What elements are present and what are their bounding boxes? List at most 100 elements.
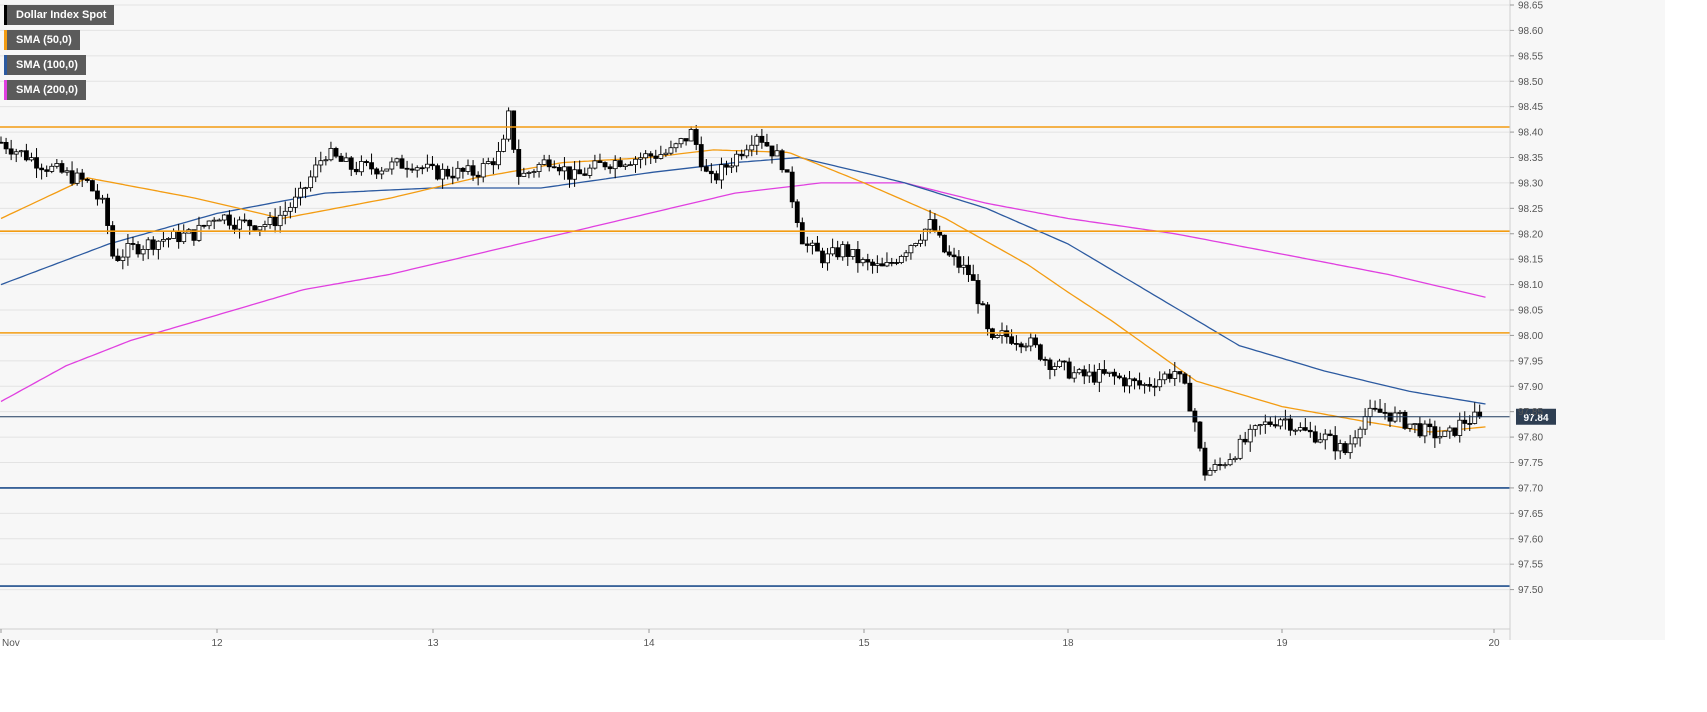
candle bbox=[1472, 402, 1478, 425]
candle bbox=[1086, 363, 1092, 383]
candle bbox=[835, 240, 841, 260]
candle bbox=[1222, 462, 1228, 469]
candle bbox=[1212, 459, 1218, 473]
plot-background bbox=[0, 0, 1665, 640]
legend-swatch-sma-100 bbox=[4, 55, 7, 75]
legend-label-sma-100: SMA (100,0) bbox=[16, 59, 78, 71]
y-tick-label: 97.65 bbox=[1518, 509, 1543, 520]
candle bbox=[1342, 441, 1348, 455]
candle bbox=[1412, 423, 1418, 434]
candle bbox=[1009, 329, 1014, 346]
candle bbox=[1172, 361, 1178, 386]
candle bbox=[1052, 362, 1058, 377]
candle bbox=[191, 229, 197, 246]
legend-label-sma-200: SMA (200,0) bbox=[16, 84, 78, 96]
candle bbox=[784, 169, 790, 173]
candle bbox=[1247, 424, 1253, 452]
candle bbox=[541, 154, 547, 166]
candle bbox=[424, 154, 430, 172]
candle bbox=[490, 157, 496, 175]
candle bbox=[181, 224, 187, 244]
candle bbox=[1377, 399, 1383, 413]
candle bbox=[89, 179, 95, 192]
candle bbox=[865, 253, 871, 271]
candle bbox=[894, 258, 899, 266]
y-tick-label: 98.10 bbox=[1518, 280, 1543, 291]
candle bbox=[668, 140, 674, 156]
y-tick-label: 98.65 bbox=[1518, 1, 1543, 12]
candle bbox=[1447, 425, 1453, 439]
candle bbox=[262, 220, 268, 233]
candle bbox=[804, 236, 810, 253]
candle bbox=[84, 177, 90, 183]
candle bbox=[455, 161, 461, 181]
candle bbox=[1004, 325, 1010, 344]
candle bbox=[956, 250, 962, 274]
x-tick-label: 15 bbox=[858, 638, 870, 649]
candle bbox=[633, 156, 638, 173]
candle bbox=[1207, 467, 1213, 476]
x-tick-label: 12 bbox=[211, 638, 223, 649]
y-tick-label: 98.30 bbox=[1518, 178, 1543, 189]
candle bbox=[389, 157, 395, 175]
candle bbox=[516, 139, 522, 185]
candle bbox=[1417, 416, 1423, 439]
candle bbox=[898, 254, 904, 265]
candle bbox=[774, 144, 780, 157]
candle bbox=[1372, 400, 1378, 412]
candle bbox=[1157, 371, 1163, 392]
candle bbox=[237, 216, 242, 239]
candle bbox=[69, 161, 75, 186]
candle bbox=[1422, 420, 1428, 444]
candle bbox=[789, 166, 795, 209]
candle bbox=[450, 166, 456, 185]
candle bbox=[673, 142, 679, 153]
candle bbox=[643, 150, 649, 166]
candle bbox=[1407, 423, 1413, 432]
candle bbox=[242, 213, 248, 223]
candle bbox=[536, 162, 542, 178]
candle bbox=[794, 199, 800, 228]
candle bbox=[1357, 426, 1363, 447]
x-tick-label: 14 bbox=[643, 638, 655, 649]
candle bbox=[130, 236, 136, 251]
candle bbox=[272, 208, 278, 233]
y-tick-label: 97.70 bbox=[1518, 483, 1543, 494]
x-tick-label: Nov bbox=[2, 638, 20, 649]
candle bbox=[1337, 439, 1343, 459]
candle bbox=[970, 264, 976, 281]
candle bbox=[734, 150, 740, 173]
candle bbox=[1347, 434, 1353, 459]
candle bbox=[845, 241, 851, 266]
candle bbox=[1132, 377, 1137, 390]
y-tick-label: 97.90 bbox=[1518, 382, 1543, 393]
candle bbox=[95, 184, 100, 206]
candle bbox=[1101, 360, 1107, 376]
x-axis: Nov 12 13 14 15 18 19 20 bbox=[0, 628, 1510, 649]
candle bbox=[521, 167, 527, 178]
candle bbox=[496, 142, 501, 170]
candle bbox=[1462, 411, 1468, 432]
candle bbox=[744, 144, 750, 159]
candle bbox=[206, 220, 212, 230]
candle bbox=[323, 156, 329, 166]
candle bbox=[399, 154, 405, 169]
y-tick-label: 97.60 bbox=[1518, 534, 1543, 545]
candle bbox=[1397, 409, 1403, 423]
y-tick-label: 98.50 bbox=[1518, 77, 1543, 88]
candle bbox=[1297, 422, 1303, 433]
candle bbox=[364, 159, 369, 167]
candle bbox=[1047, 357, 1053, 380]
candle bbox=[1277, 417, 1283, 430]
legend-label-price: Dollar Index Spot bbox=[16, 9, 107, 21]
candle bbox=[1112, 368, 1117, 385]
candle bbox=[951, 247, 957, 266]
candle bbox=[1152, 378, 1158, 397]
candle bbox=[100, 194, 105, 204]
candle bbox=[1202, 441, 1208, 481]
candle bbox=[607, 164, 613, 174]
candle bbox=[769, 145, 775, 164]
candle bbox=[1267, 416, 1273, 427]
candle bbox=[724, 160, 729, 176]
